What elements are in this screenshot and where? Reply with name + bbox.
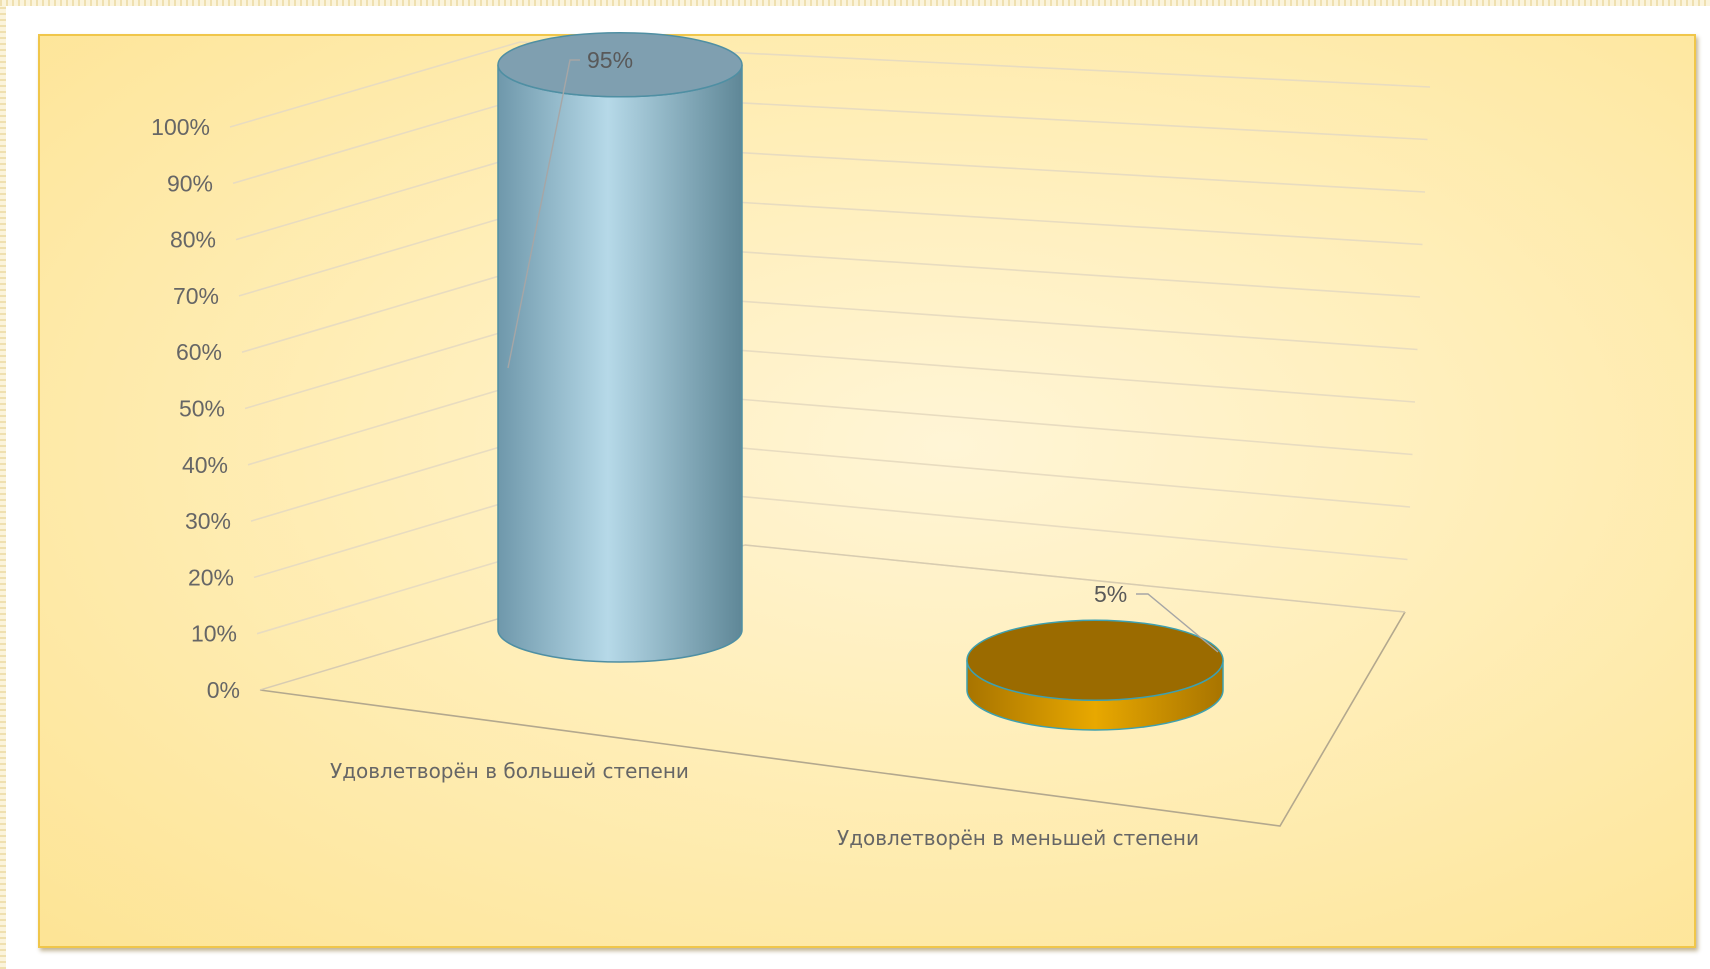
chart-area [38, 34, 1696, 948]
gridline [238, 192, 1423, 297]
data-label-leader [507, 59, 580, 369]
bar-body [497, 64, 743, 663]
gridline [256, 493, 1408, 635]
x-category-label: Удовлетворён в меньшей степени [837, 826, 1199, 850]
y-tick-label: 60% [176, 339, 222, 365]
floor-back-edge [744, 544, 1406, 613]
x-category-label: Удовлетворён в большей степени [330, 759, 689, 783]
data-labels: 95% 5% [507, 47, 1219, 653]
y-tick-label: 80% [170, 227, 216, 253]
y-tick-label: 40% [182, 452, 228, 478]
y-tick-label: 90% [167, 170, 213, 196]
y-tick-label: 20% [188, 564, 234, 590]
y-tick-label: 0% [207, 677, 240, 703]
data-label: 5% [1094, 581, 1127, 607]
floor-edge [259, 611, 1406, 827]
y-tick-label: 10% [191, 621, 237, 647]
gridline [253, 443, 1411, 579]
gridline [229, 41, 1431, 128]
gridline [232, 91, 1428, 185]
data-label: 95% [587, 47, 633, 73]
gridline [244, 292, 1418, 410]
y-tick-label: 30% [185, 508, 231, 534]
gridline [235, 141, 1426, 241]
gridline [250, 393, 1413, 522]
y-tick-label: 70% [173, 283, 219, 309]
y-axis-ticks: 0% 10% 20% 30% 40% 50% 60% 70% 80% 90% 100% [151, 114, 240, 703]
y-tick-label: 100% [151, 114, 210, 140]
gridline [241, 242, 1421, 353]
bar [966, 619, 1224, 731]
x-axis-labels: Удовлетворён в большей степени Удовлетвор… [330, 759, 1199, 850]
data-label-leader [1136, 593, 1219, 653]
bar-top [497, 32, 743, 98]
bar-top [966, 619, 1224, 701]
gridline [247, 342, 1416, 466]
gridline [259, 544, 1406, 691]
chart-floor [259, 544, 1406, 827]
y-tick-label: 50% [179, 396, 225, 422]
back-wall-grid [229, 41, 1431, 691]
bar-series [497, 32, 1224, 731]
bar [497, 32, 743, 663]
